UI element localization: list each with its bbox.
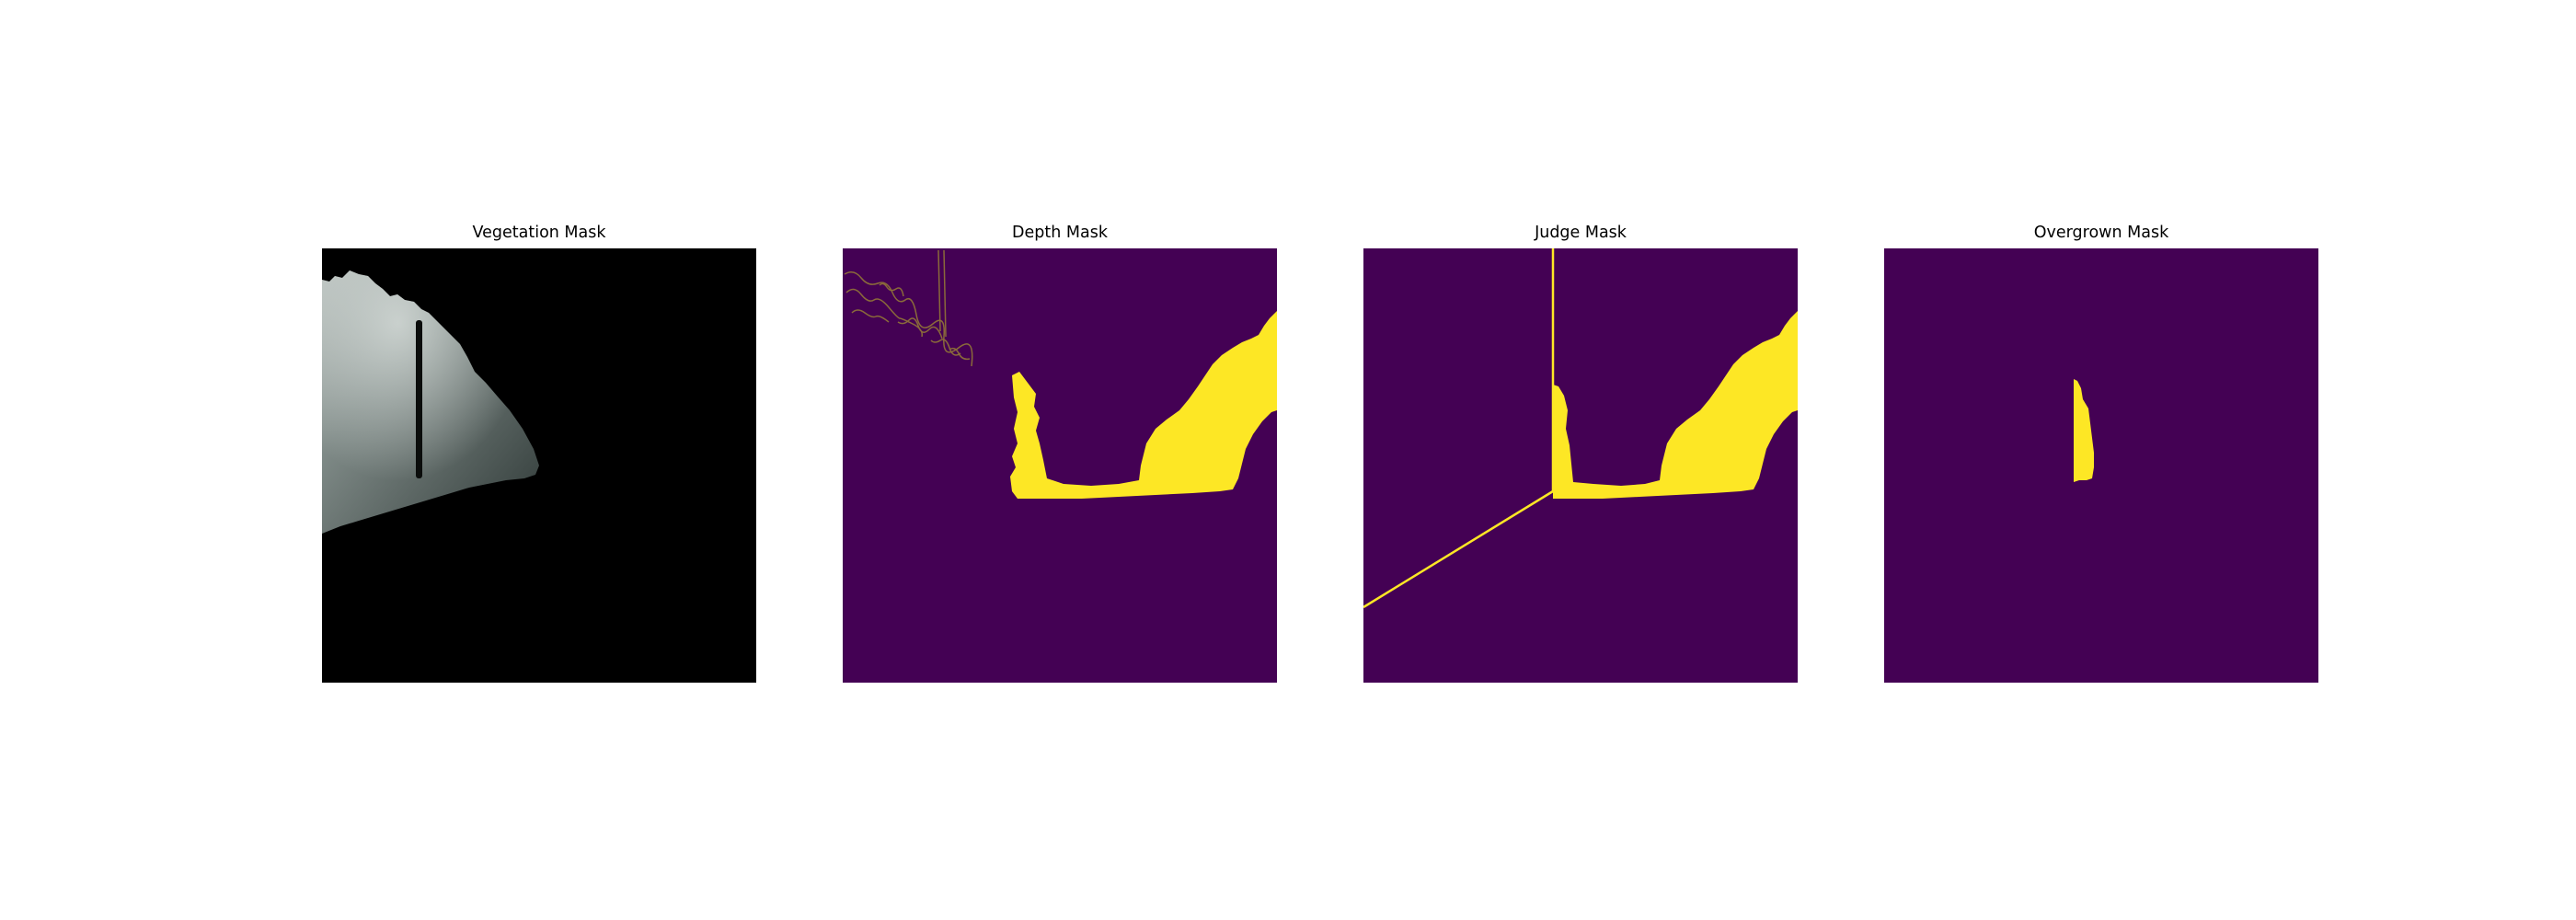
depth-mask-image	[843, 248, 1277, 683]
vegetation-mask-svg	[322, 248, 756, 683]
overgrown-mask-title: Overgrown Mask	[1884, 223, 2318, 243]
overgrown-mask-image	[1884, 248, 2318, 683]
judge-mask-image	[1363, 248, 1798, 683]
overgrown-mask-svg	[1884, 248, 2318, 683]
depth-mask-title: Depth Mask	[843, 223, 1277, 243]
judge-mask-title: Judge Mask	[1363, 223, 1798, 243]
vegetation-mask-image	[322, 248, 756, 683]
judge-mask-svg	[1363, 248, 1798, 683]
depth-mask-svg	[843, 248, 1277, 683]
mask-background	[1884, 248, 2318, 683]
vegetation-mask-title: Vegetation Mask	[322, 223, 756, 243]
pole-shadow	[416, 320, 422, 478]
